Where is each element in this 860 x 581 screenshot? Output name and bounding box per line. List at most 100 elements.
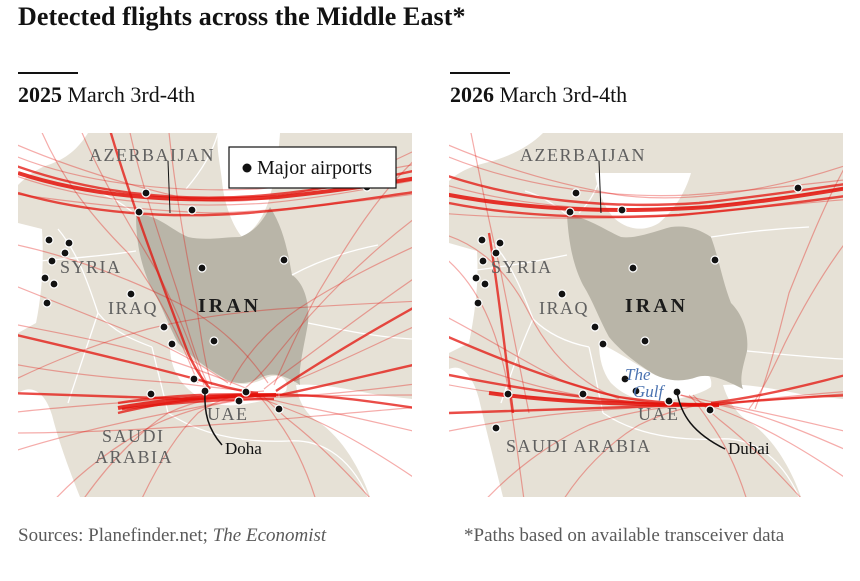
right-panel-rule [450, 72, 510, 74]
airports-2025 [40, 182, 372, 414]
airport-marker [640, 336, 650, 346]
airport-marker [571, 188, 581, 198]
chart-title: Detected flights across the Middle East* [18, 2, 466, 31]
airport-marker [578, 389, 588, 399]
persian-gulf [170, 347, 287, 406]
airport-marker [557, 289, 567, 299]
label-doha: Doha [225, 439, 262, 458]
azerbaijan-leader-line [167, 160, 171, 214]
label-gulf-line1: The [625, 365, 651, 384]
airport-marker [491, 248, 501, 258]
airport-marker [478, 256, 488, 266]
airport-marker [187, 205, 197, 215]
iran-country [567, 215, 748, 389]
airport-marker [617, 205, 627, 215]
label-iran: IRAN [198, 295, 261, 317]
airport-marker [793, 183, 803, 193]
gulf-of-oman [296, 384, 412, 497]
airport-marker [598, 339, 608, 349]
airport-marker [44, 235, 54, 245]
map-2025-svg: AZERBAIJAN SYRIA IRAQ IRAN UAE SAUDI ARA… [18, 133, 412, 497]
airport-marker [241, 387, 251, 397]
country-borders [18, 133, 412, 497]
airport-marker [503, 389, 513, 399]
legend-airport-dot [242, 163, 252, 173]
mediterranean-sea [18, 133, 88, 185]
airport-marker [471, 273, 481, 283]
airport-marker [47, 256, 57, 266]
doha-callout-line [204, 390, 223, 446]
map-2026: AZERBAIJAN SYRIA IRAQ IRAN The Gulf UAE … [449, 133, 843, 497]
label-azerbaijan: AZERBAIJAN [89, 145, 215, 165]
airport-marker [565, 207, 575, 217]
airport-marker [477, 235, 487, 245]
airport-marker [473, 298, 483, 308]
right-panel-dates: March 3rd-4th [499, 82, 628, 107]
label-uae: UAE [638, 404, 680, 424]
map-2026-svg: AZERBAIJAN SYRIA IRAQ IRAN The Gulf UAE … [449, 133, 843, 497]
label-saudi-arabia: SAUDI ARABIA [506, 436, 652, 456]
persian-gulf [599, 343, 712, 402]
airport-marker [590, 322, 600, 332]
left-panel-year: 2025 [18, 82, 62, 107]
airport-marker [710, 255, 720, 265]
airport-marker [628, 263, 638, 273]
label-saudi-line2: ARABIA [95, 447, 173, 467]
airport-marker [189, 374, 199, 384]
label-iraq: IRAQ [539, 298, 589, 318]
country-borders [449, 172, 843, 497]
left-panel-rule [18, 72, 78, 74]
dubai-callout-line [676, 391, 726, 450]
label-iraq: IRAQ [108, 298, 158, 318]
airport-marker [209, 336, 219, 346]
airport-marker [705, 405, 715, 415]
red-sea [18, 389, 80, 497]
label-gulf-line2: Gulf [633, 382, 666, 401]
airport-marker [167, 339, 177, 349]
airport-marker [141, 188, 151, 198]
label-syria: SYRIA [491, 257, 553, 277]
airport-marker [631, 386, 641, 396]
right-panel-subtitle: 2026 March 3rd-4th [450, 82, 627, 108]
map-2025: AZERBAIJAN SYRIA IRAQ IRAN UAE SAUDI ARA… [18, 133, 412, 497]
gulf-of-oman [723, 384, 843, 497]
airport-marker [60, 248, 70, 258]
airport-marker [134, 207, 144, 217]
mediterranean-coast [18, 223, 43, 333]
airport-marker [40, 273, 50, 283]
footer-sources: Sources: Planefinder.net; The Economist [18, 525, 326, 547]
airport-marker [197, 263, 207, 273]
airport-marker [480, 279, 490, 289]
airport-marker [620, 374, 630, 384]
airport-marker [279, 255, 289, 265]
legend-box [228, 146, 397, 189]
right-panel-year: 2026 [450, 82, 494, 107]
legend-label: Major airports [257, 157, 372, 179]
airport-marker [664, 396, 674, 406]
label-dubai: Dubai [728, 439, 770, 458]
black-sea [449, 133, 543, 181]
airport-marker [64, 238, 74, 248]
label-saudi-line1: SAUDI [102, 426, 165, 446]
airports-2026 [471, 183, 803, 433]
airport-marker [491, 423, 501, 433]
azerbaijan-leader-line [598, 160, 602, 214]
airport-marker [42, 298, 52, 308]
airport-marker [495, 238, 505, 248]
sources-prefix: Sources: Planefinder.net; [18, 525, 213, 546]
legend: Major airports [228, 146, 397, 189]
airport-marker [274, 404, 284, 414]
footer-note: *Paths based on available transceiver da… [464, 525, 785, 546]
iran-country [136, 207, 309, 385]
label-syria: SYRIA [60, 257, 122, 277]
left-panel-subtitle: 2025 March 3rd-4th [18, 82, 195, 108]
sources-publication: The Economist [212, 525, 327, 546]
red-sea [449, 367, 503, 497]
flight-paths-2026 [449, 133, 843, 497]
label-uae: UAE [207, 404, 249, 424]
label-azerbaijan: AZERBAIJAN [520, 145, 646, 165]
airport-marker [234, 396, 244, 406]
label-iran: IRAN [625, 295, 688, 317]
left-panel-dates: March 3rd-4th [67, 82, 196, 107]
airport-marker [159, 322, 169, 332]
